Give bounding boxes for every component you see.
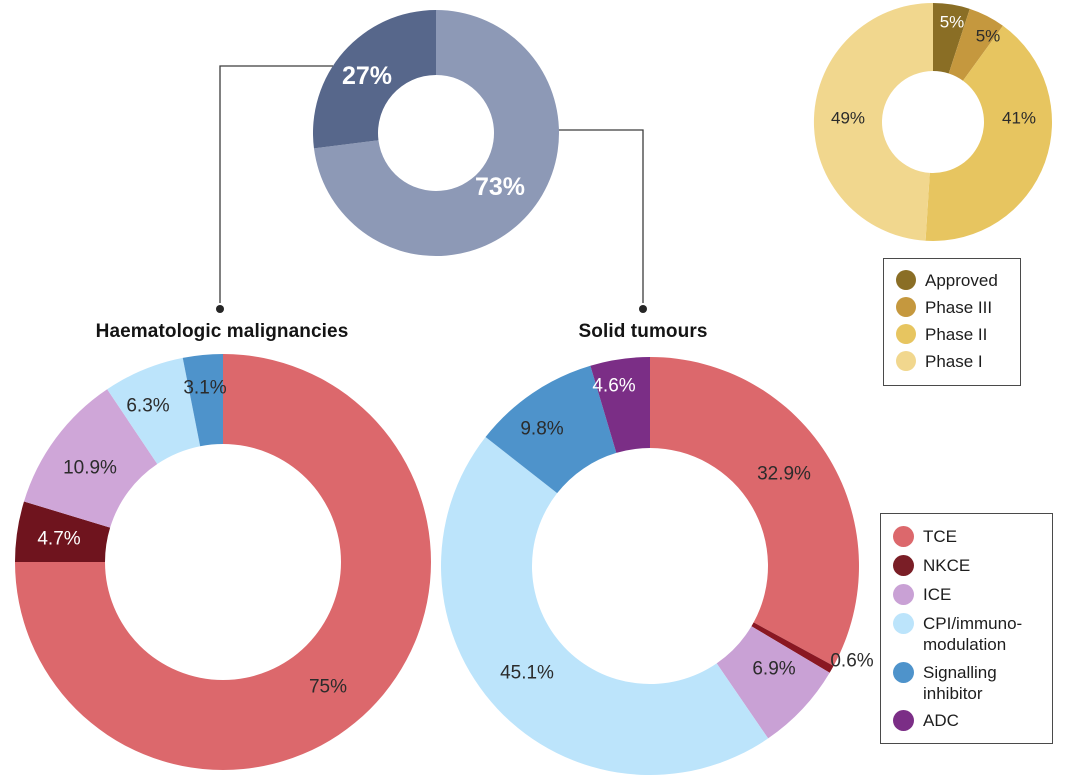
signalling-inhibitor-swatch-icon <box>893 661 914 683</box>
phase-legend: Approved Phase III Phase II Phase I <box>883 258 1021 386</box>
legend-row-signalling-inhibitor: Signalling inhibitor <box>893 661 1040 703</box>
solid-donut-slice-cpi-immuno-modulation <box>441 437 769 775</box>
legend-label: Phase I <box>925 352 983 371</box>
haematologic-title: Haematologic malignancies <box>95 321 349 342</box>
solid-donut-slice-tce <box>650 357 859 666</box>
legend-label: Phase II <box>925 325 988 344</box>
legend-row-nkce: NKCE <box>893 555 1040 576</box>
ice-swatch-icon <box>893 584 914 605</box>
solid-donut: 32.9% 0.6% 6.9% 45.1% 9.8% 4.6% <box>441 357 874 775</box>
legend-row-phase-iii: Phase III <box>896 297 1008 318</box>
solid-donut-label-ice: 6.9% <box>752 659 795 680</box>
legend-label: NKCE <box>923 556 971 575</box>
approved-swatch-icon <box>896 270 916 290</box>
legend-row-adc: ADC <box>893 710 1040 731</box>
legend-row-approved: Approved <box>896 270 1008 291</box>
legend-row-tce: TCE <box>893 526 1040 547</box>
phase-donut-slice-phase-i <box>813 2 933 241</box>
solid-donut-slice-adc <box>590 357 650 453</box>
phase-iii-swatch-icon <box>896 297 916 317</box>
phase-donut: 5% 5% 41% 49% <box>813 2 1053 242</box>
overall-donut: 73% 27% <box>312 10 559 256</box>
legend-label: CPI/immuno-modulation <box>923 614 1023 654</box>
solid-donut-label-tce: 32.9% <box>757 464 811 485</box>
tce-swatch-icon <box>893 526 914 547</box>
overall-donut-label-haematologic-malignancies: 27% <box>342 62 392 90</box>
solid-donut-slice-signalling-inhibitor <box>485 365 617 494</box>
legend-row-cpi: CPI/immuno-modulation <box>893 613 1040 654</box>
haematologic-donut-slice-ice <box>24 389 158 528</box>
cpi-swatch-icon <box>893 613 914 634</box>
solid-title: Solid tumours <box>578 321 708 342</box>
haematologic-donut-slice-tce <box>15 354 431 770</box>
overall-donut-slice-haematologic-malignancies <box>312 10 436 149</box>
legend-row-phase-i: Phase I <box>896 351 1008 372</box>
phase-donut-slice-approved <box>933 2 970 74</box>
haematologic-donut-label-tce: 75% <box>309 677 347 698</box>
solid-donut-label-signalling-inhibitor: 9.8% <box>520 419 563 440</box>
overall-donut-label-solid-tumours: 73% <box>475 173 525 201</box>
legend-label: TCE <box>923 527 957 546</box>
haematologic-donut-slice-cpi-immuno-modulation <box>107 357 201 464</box>
haematologic-connector-dot-icon <box>216 305 224 313</box>
phase-i-swatch-icon <box>896 351 916 371</box>
phase-donut-label-phase-iii: 5% <box>976 27 1001 46</box>
solid-donut-slice-nkce <box>751 622 834 673</box>
haematologic-donut-label-cpi-immuno-modulation: 6.3% <box>126 396 169 417</box>
legend-row-ice: ICE <box>893 584 1040 605</box>
legend-label: Approved <box>925 271 998 290</box>
solid-donut-label-adc: 4.6% <box>592 376 635 397</box>
nkce-swatch-icon <box>893 555 914 576</box>
legend-row-phase-ii: Phase II <box>896 324 1008 345</box>
haematologic-donut: 75% 4.7% 10.9% 6.3% 3.1% <box>14 354 431 770</box>
phase-ii-swatch-icon <box>896 324 916 344</box>
legend-label: Signalling inhibitor <box>923 662 997 703</box>
solid-donut-label-cpi-immuno-modulation: 45.1% <box>500 663 554 684</box>
solid-connector-line <box>558 129 644 303</box>
haematologic-donut-label-ice: 10.9% <box>63 458 117 479</box>
solid-connector-dot-icon <box>639 305 647 313</box>
phase-donut-slice-phase-ii <box>925 25 1053 242</box>
legend-label: Phase III <box>925 298 993 317</box>
phase-donut-label-approved: 5% <box>940 13 965 32</box>
haematologic-donut-label-signalling-inhibitor: 3.1% <box>183 378 226 399</box>
haematologic-connector-line <box>219 65 333 303</box>
solid-donut-label-nkce: 0.6% <box>830 651 873 672</box>
legend-label: ADC <box>923 711 959 730</box>
phase-donut-slice-phase-iii <box>948 8 1003 81</box>
haematologic-donut-slice-nkce <box>14 501 111 562</box>
haematologic-donut-label-nkce: 4.7% <box>37 529 80 550</box>
phase-donut-label-phase-i: 49% <box>831 109 865 128</box>
haematologic-donut-slice-signalling-inhibitor <box>182 354 223 447</box>
legend-label: ICE <box>923 585 952 604</box>
overall-donut-slice-solid-tumours <box>313 10 559 256</box>
solid-donut-slice-ice <box>716 626 830 739</box>
phase-donut-label-phase-ii: 41% <box>1002 109 1036 128</box>
modality-legend: TCE NKCE ICE CPI/immuno-modulation Signa… <box>880 513 1053 744</box>
adc-swatch-icon <box>893 710 914 731</box>
